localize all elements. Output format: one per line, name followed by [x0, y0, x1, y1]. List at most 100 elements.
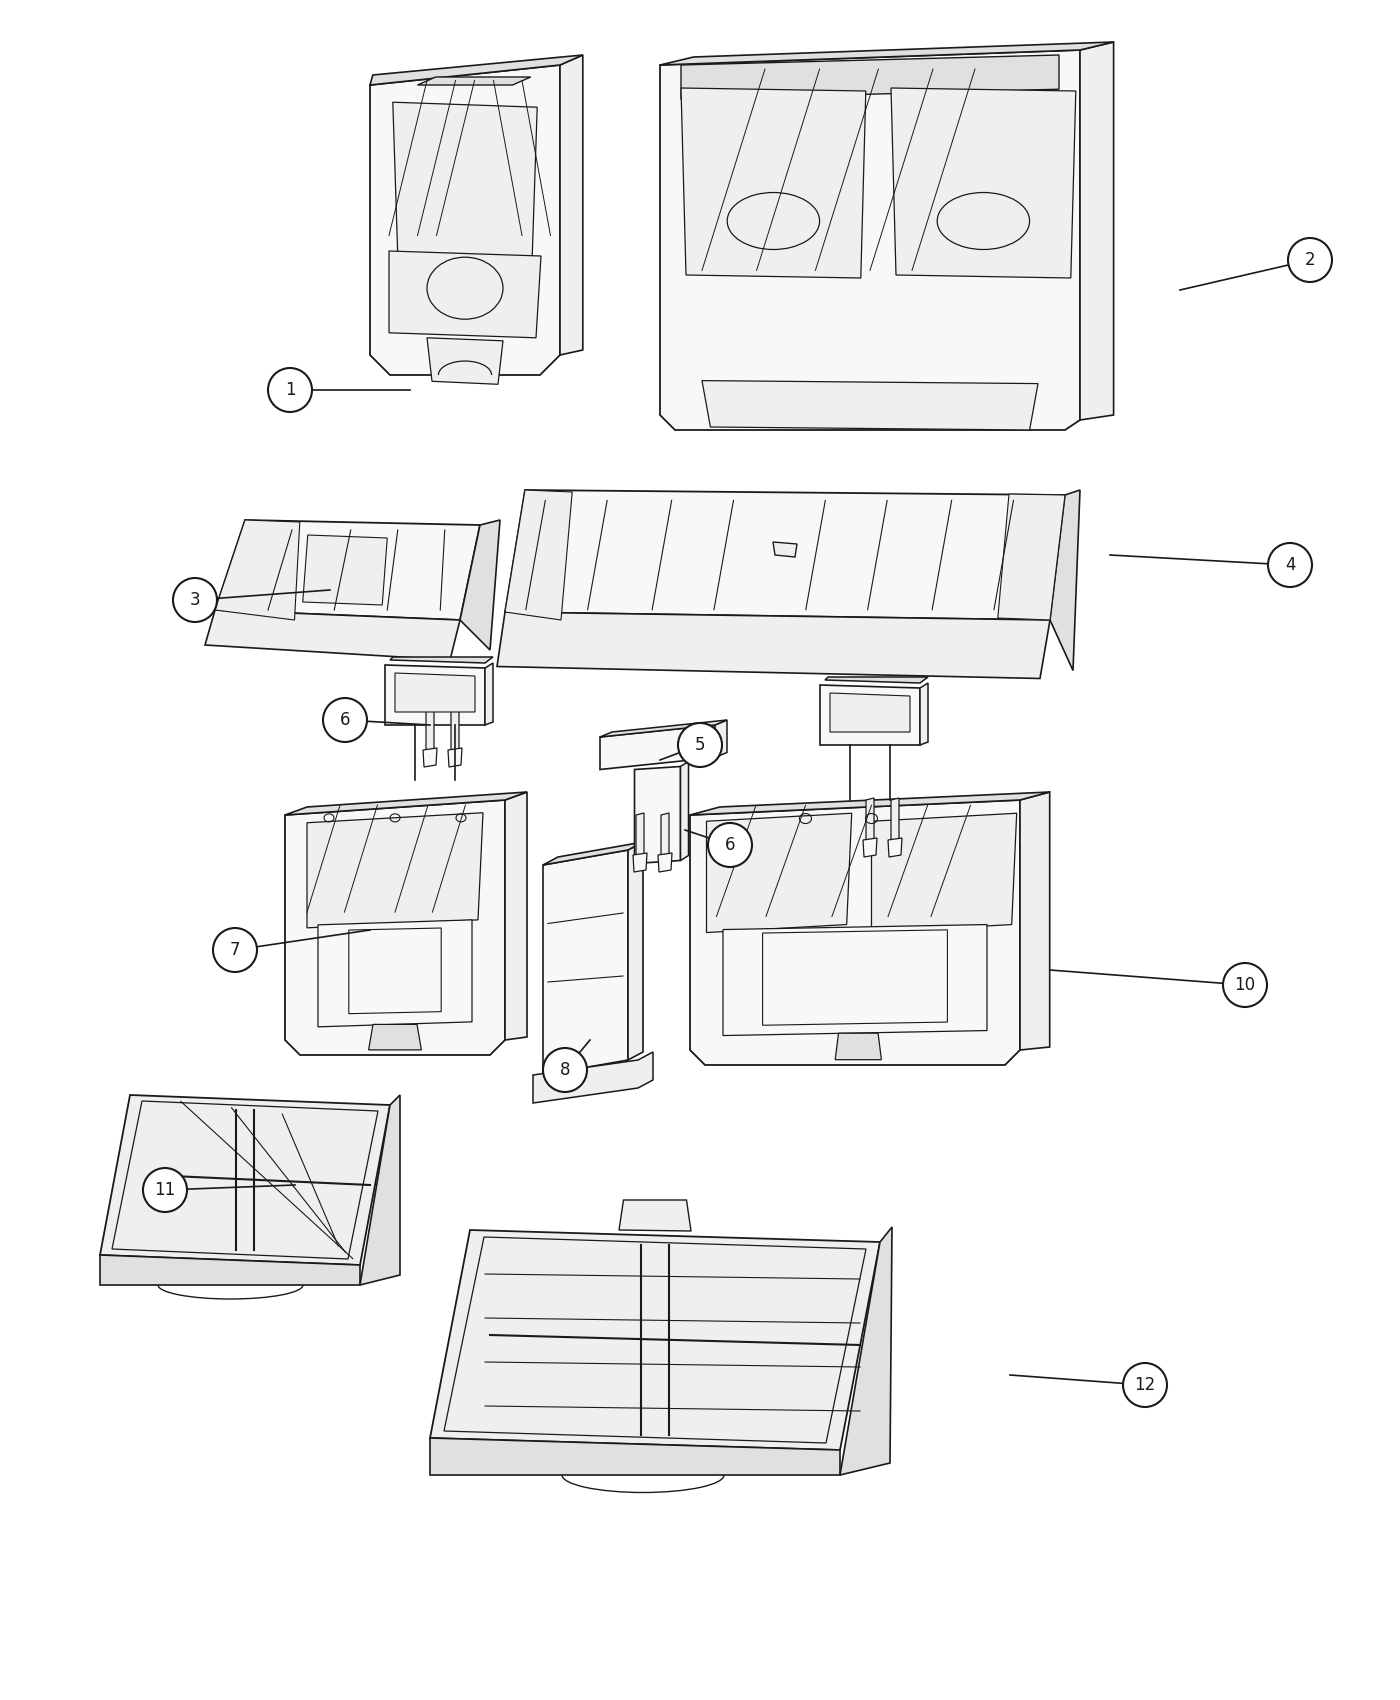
Text: 6: 6 — [725, 836, 735, 853]
Polygon shape — [636, 813, 644, 862]
Polygon shape — [659, 49, 1079, 430]
Polygon shape — [318, 920, 472, 1027]
Polygon shape — [385, 665, 484, 724]
Polygon shape — [690, 801, 1021, 1064]
Polygon shape — [505, 490, 1065, 620]
Polygon shape — [1021, 792, 1050, 1051]
Polygon shape — [888, 838, 902, 857]
Circle shape — [267, 367, 312, 411]
Polygon shape — [701, 381, 1037, 430]
Polygon shape — [830, 694, 910, 733]
Polygon shape — [1079, 42, 1113, 420]
Text: 8: 8 — [560, 1061, 570, 1080]
Circle shape — [543, 1047, 587, 1091]
Polygon shape — [690, 792, 1050, 814]
Polygon shape — [920, 683, 928, 745]
Polygon shape — [427, 338, 503, 384]
Polygon shape — [393, 102, 538, 257]
Polygon shape — [715, 721, 727, 758]
Polygon shape — [349, 928, 441, 1013]
Text: 11: 11 — [154, 1182, 175, 1198]
Circle shape — [1224, 962, 1267, 1006]
Circle shape — [1268, 542, 1312, 586]
Polygon shape — [543, 850, 629, 1074]
Polygon shape — [707, 813, 851, 933]
Text: 2: 2 — [1305, 252, 1316, 269]
Polygon shape — [99, 1095, 391, 1265]
Polygon shape — [871, 813, 1016, 933]
Polygon shape — [423, 748, 437, 767]
Polygon shape — [633, 853, 647, 872]
Polygon shape — [430, 1438, 840, 1476]
Polygon shape — [998, 495, 1065, 620]
Text: 5: 5 — [694, 736, 706, 755]
Polygon shape — [634, 767, 680, 864]
Polygon shape — [286, 801, 505, 1056]
Polygon shape — [505, 490, 573, 620]
Polygon shape — [629, 842, 643, 1061]
Text: 7: 7 — [230, 942, 241, 959]
Polygon shape — [543, 842, 643, 865]
Circle shape — [1123, 1363, 1168, 1408]
Polygon shape — [451, 707, 459, 756]
Polygon shape — [216, 520, 300, 620]
Polygon shape — [360, 1095, 400, 1285]
Polygon shape — [307, 813, 483, 928]
Polygon shape — [216, 520, 480, 620]
Polygon shape — [368, 1025, 421, 1051]
Polygon shape — [391, 656, 493, 663]
Circle shape — [678, 722, 722, 767]
Polygon shape — [430, 1231, 881, 1450]
Polygon shape — [601, 724, 715, 770]
Polygon shape — [484, 663, 493, 724]
Text: 4: 4 — [1285, 556, 1295, 575]
Polygon shape — [99, 1255, 360, 1285]
Polygon shape — [658, 853, 672, 872]
Polygon shape — [1050, 490, 1079, 670]
Polygon shape — [461, 520, 500, 649]
Circle shape — [213, 928, 258, 972]
Polygon shape — [890, 797, 899, 847]
Circle shape — [323, 699, 367, 741]
Polygon shape — [417, 76, 531, 85]
Polygon shape — [426, 707, 434, 756]
Polygon shape — [820, 685, 920, 745]
Polygon shape — [680, 54, 1058, 99]
Text: 3: 3 — [189, 592, 200, 609]
Polygon shape — [389, 252, 540, 338]
Polygon shape — [286, 792, 526, 814]
Polygon shape — [836, 1034, 882, 1059]
Polygon shape — [659, 42, 1113, 65]
Polygon shape — [773, 542, 797, 558]
Text: 12: 12 — [1134, 1375, 1155, 1394]
Polygon shape — [204, 610, 461, 660]
Polygon shape — [680, 88, 865, 279]
Polygon shape — [302, 536, 388, 605]
Circle shape — [1288, 238, 1331, 282]
Polygon shape — [497, 612, 1050, 678]
Polygon shape — [661, 813, 669, 862]
Polygon shape — [890, 88, 1075, 279]
Text: 10: 10 — [1235, 976, 1256, 994]
Polygon shape — [448, 748, 462, 767]
Polygon shape — [395, 673, 475, 712]
Polygon shape — [370, 65, 560, 376]
Polygon shape — [619, 1200, 692, 1231]
Polygon shape — [862, 838, 876, 857]
Circle shape — [708, 823, 752, 867]
Polygon shape — [505, 792, 526, 1040]
Text: 6: 6 — [340, 711, 350, 729]
Text: 1: 1 — [284, 381, 295, 400]
Polygon shape — [867, 797, 874, 847]
Polygon shape — [560, 54, 582, 355]
Polygon shape — [722, 925, 987, 1035]
Polygon shape — [763, 930, 948, 1025]
Polygon shape — [370, 54, 582, 85]
Polygon shape — [601, 721, 727, 738]
Circle shape — [143, 1168, 188, 1212]
Polygon shape — [680, 762, 689, 860]
Circle shape — [174, 578, 217, 622]
Polygon shape — [840, 1227, 892, 1476]
Polygon shape — [533, 1052, 652, 1103]
Polygon shape — [825, 677, 928, 683]
